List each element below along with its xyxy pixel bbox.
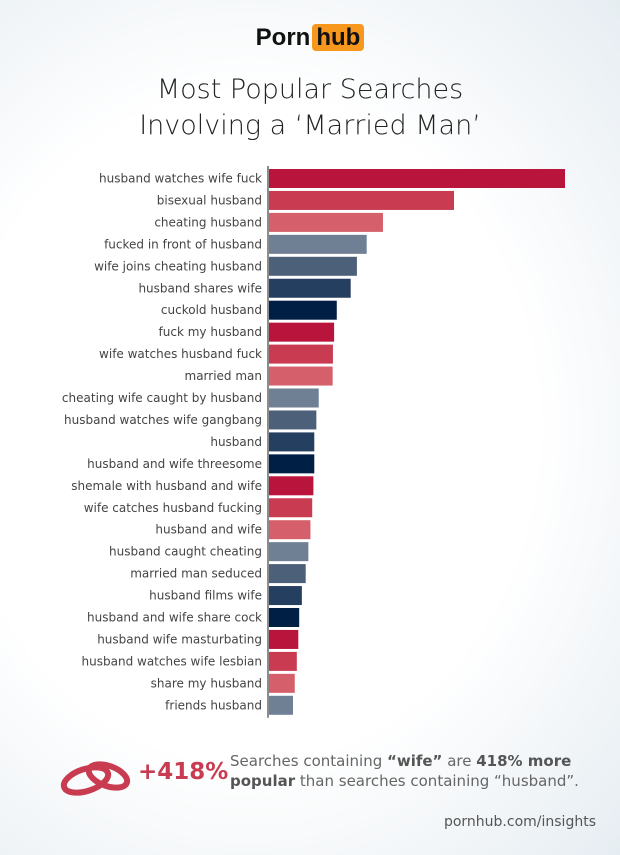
- category-label: husband watches wife fuck: [99, 172, 262, 186]
- category-label: cheating husband: [154, 215, 262, 229]
- bar: [269, 212, 383, 232]
- text: than searches containing “husband”.: [295, 772, 579, 790]
- bar: [269, 432, 315, 452]
- category-label: husband watches wife lesbian: [82, 654, 262, 668]
- category-label: husband and wife share cock: [87, 611, 262, 625]
- bar: [269, 410, 317, 430]
- logo: Porn hub: [0, 24, 620, 52]
- logo-badge: hub: [312, 24, 365, 51]
- category-label: husband and wife threesome: [87, 457, 262, 471]
- category-label: husband caught cheating: [109, 545, 262, 559]
- callout-text: Searches containing “wife” are 418% more…: [230, 751, 590, 791]
- bar: [269, 651, 297, 671]
- bar: [269, 344, 333, 364]
- category-label: husband films wife: [149, 589, 262, 603]
- bar: [269, 322, 335, 342]
- title-line-1: Most Popular Searches: [156, 74, 464, 105]
- source-link[interactable]: pornhub.com/insights: [443, 814, 596, 830]
- callout: +418% Searches containing “wife” are 418…: [60, 750, 600, 800]
- category-label: husband and wife: [155, 523, 262, 537]
- text: “wife”: [387, 752, 443, 770]
- bar: [269, 520, 311, 540]
- category-label: husband watches wife gangbang: [64, 413, 262, 427]
- category-label: share my husband: [151, 676, 262, 690]
- stat-value: +418%: [138, 759, 229, 785]
- bar-chart: husband watches wife fuck bisexual husban…: [62, 166, 565, 718]
- category-label: married man seduced: [130, 567, 262, 581]
- bar: [269, 608, 300, 627]
- category-label: cheating wife caught by husband: [62, 391, 262, 405]
- category-label: husband wife masturbating: [97, 632, 262, 646]
- category-label: wife watches husband fuck: [99, 347, 262, 361]
- bar: [269, 498, 313, 518]
- category-label: wife catches husband fucking: [84, 501, 262, 515]
- bar: [269, 564, 306, 584]
- category-label: husband shares wife: [138, 281, 262, 295]
- wedding-rings-icon: [60, 761, 131, 796]
- bar: [269, 256, 357, 276]
- bar: [269, 695, 293, 715]
- text: Searches containing: [230, 752, 387, 770]
- bar: [269, 169, 565, 188]
- bar: [269, 278, 351, 298]
- bar: [269, 234, 367, 254]
- logo-text: Porn: [255, 24, 311, 51]
- bar: [269, 190, 454, 210]
- category-label: husband: [210, 435, 262, 449]
- category-label: fuck my husband: [159, 325, 262, 339]
- category-label: fucked in front of husband: [104, 237, 262, 251]
- category-label: wife joins cheating husband: [94, 259, 262, 273]
- category-label: friends husband: [165, 698, 262, 712]
- bar: [269, 586, 302, 606]
- category-label: married man: [185, 369, 263, 383]
- bar: [269, 629, 299, 649]
- text: are: [442, 752, 477, 770]
- bar: [269, 388, 319, 408]
- bar: [269, 300, 337, 320]
- bar: [269, 476, 314, 496]
- title-line-2: Involving a ‘Married Man’: [139, 110, 481, 141]
- bar: [269, 454, 315, 474]
- text: 418% more popular: [230, 752, 572, 790]
- chart-title: Most Popular Searches Involving a ‘Marri…: [0, 72, 620, 144]
- category-label: cuckold husband: [161, 303, 262, 317]
- category-label: bisexual husband: [157, 193, 262, 207]
- bar: [269, 542, 309, 562]
- category-label: shemale with husband and wife: [71, 479, 262, 493]
- bar: [269, 673, 295, 693]
- bar: [269, 366, 333, 386]
